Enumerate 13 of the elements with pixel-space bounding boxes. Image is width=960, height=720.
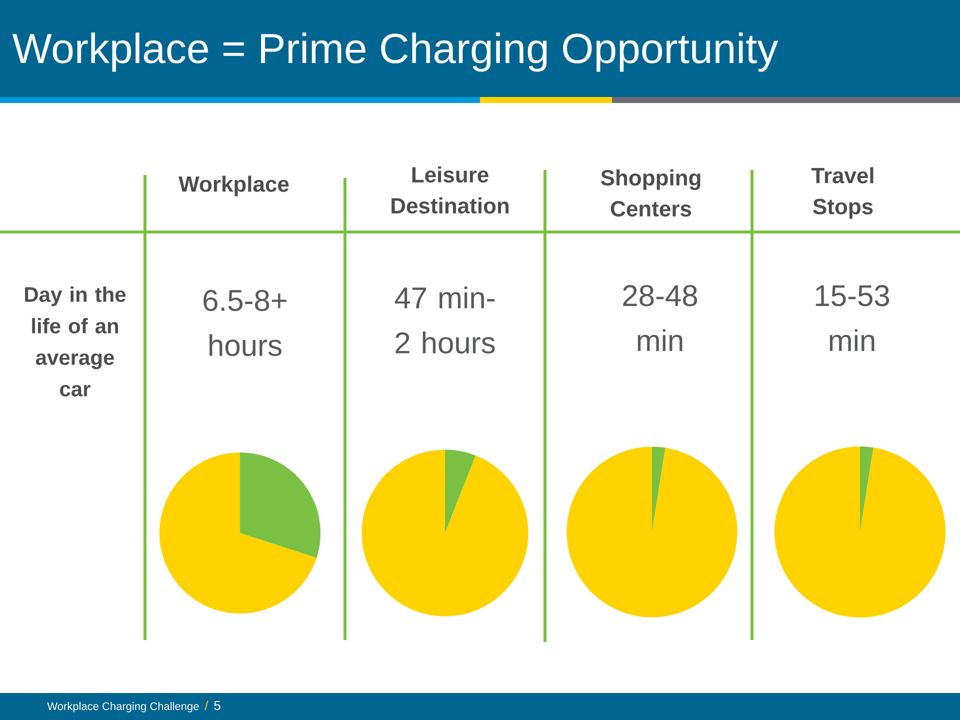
chart-title: Workplace [178, 176, 289, 196]
text: 5 [214, 701, 220, 710]
chart-subtitle: 15-53 min [816, 285, 890, 351]
text: Day in the life of an average car [25, 286, 126, 396]
text: / [204, 700, 208, 710]
chart-subtitle: 47 min- 2 hours [394, 286, 495, 354]
chart-subtitle: 28-48 min [623, 285, 698, 351]
chart-title: Travel Stops [811, 167, 874, 219]
chart-title: Leisure Destination [392, 166, 509, 214]
text: Workplace Charging Challenge [47, 702, 199, 712]
text: Workplace = Prime Charging Opportunity [12, 32, 778, 72]
chart-subtitle: 6.5-8+ hours [204, 290, 286, 356]
chart-title: Shopping Centers [600, 169, 700, 217]
